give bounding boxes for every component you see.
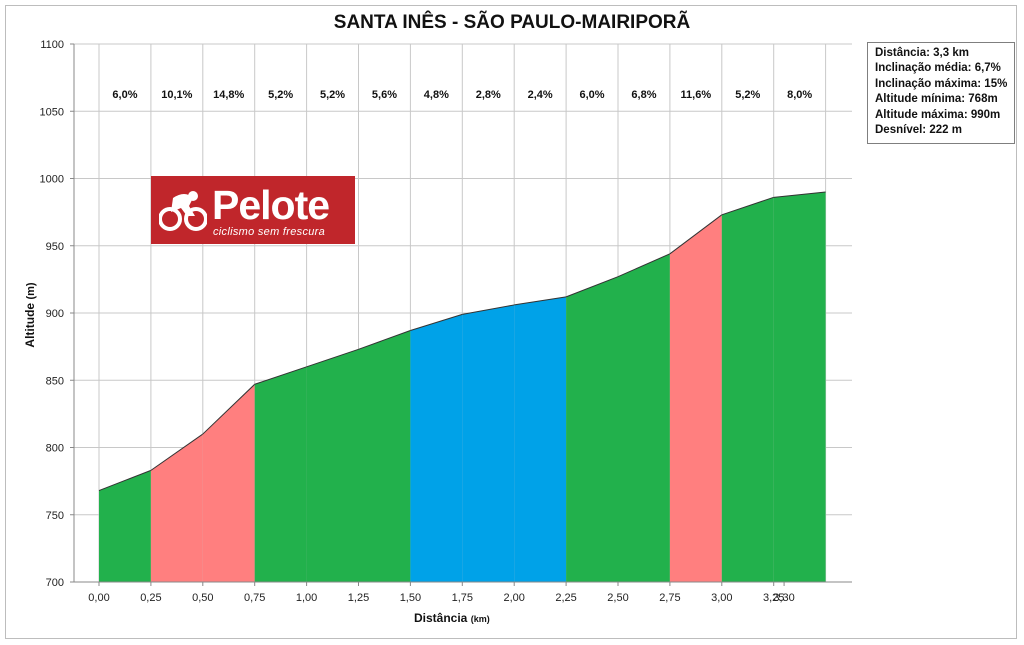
x-tick-label: 0,75: [244, 592, 265, 604]
grade-label: 4,8%: [424, 89, 449, 101]
y-tick-label: 1100: [40, 39, 64, 51]
profile-segment: [462, 304, 515, 582]
summary-avg-grade: Inclinação média: 6,7%: [875, 62, 1001, 75]
y-axis-label: Altitude (m): [23, 282, 37, 348]
profile-segment: [410, 314, 463, 582]
pelote-logo: Pelote ciclismo sem frescura: [151, 176, 355, 244]
grade-label: 6,8%: [631, 89, 656, 101]
x-tick-labels: 0,00 0,25 0,50 0,75 1,00 1,25 1,50 1,75 2,00 2,25…: [88, 592, 795, 604]
x-tick-label: 2,75: [659, 592, 680, 604]
x-tick-label: 1,00: [296, 592, 317, 604]
x-tick-label: 1,50: [400, 592, 421, 604]
x-tick-label: 1,75: [452, 592, 473, 604]
x-tick-label: 2,25: [555, 592, 576, 604]
grade-label: 2,4%: [528, 89, 553, 101]
axes: [70, 43, 852, 586]
grade-label: 5,2%: [735, 89, 760, 101]
profile-areas: [98, 191, 826, 582]
profile-edge: [254, 366, 307, 385]
grade-label: 5,2%: [268, 89, 293, 101]
profile-segment: [202, 384, 255, 582]
route-summary-box: Distância: 3,3 km Inclinação média: 6,7%…: [867, 42, 1015, 144]
x-tick-label: 3,25: [763, 592, 784, 604]
grade-label: 11,6%: [681, 89, 712, 101]
summary-max-altitude: Altitude máxima: 990m: [875, 108, 1001, 121]
grade-label: 8,0%: [787, 89, 812, 101]
grade-label: 6,0%: [112, 89, 137, 101]
chart-frame: [5, 5, 1017, 639]
x-tick-label: 3,00: [711, 592, 732, 604]
profile-edge: [462, 304, 515, 315]
profile-edge: [202, 383, 256, 435]
profile-segment: [618, 253, 670, 582]
profile-edge: [721, 196, 774, 216]
y-tick-label: 800: [46, 443, 64, 455]
grade-label: 14,8%: [213, 89, 244, 101]
grade-label: 5,2%: [320, 89, 345, 101]
profile-segment: [150, 434, 203, 582]
x-tick-label: 0,00: [88, 592, 109, 604]
y-tick-label: 900: [46, 308, 64, 320]
logo-wordmark: Pelote: [212, 182, 330, 228]
summary-distance: Distância: 3,3 km: [875, 47, 969, 59]
y-tick-label: 750: [46, 510, 64, 522]
profile-segment: [306, 349, 359, 582]
profile-segment: [773, 191, 826, 582]
grade-label: 10,1%: [161, 89, 192, 101]
grade-label: 6,0%: [580, 89, 605, 101]
summary-min-altitude: Altitude mínima: 768m: [875, 93, 998, 106]
profile-edge: [306, 348, 359, 368]
chart-title: SANTA INÊS - SÃO PAULO-MAIRIPORÃ: [333, 12, 691, 33]
summary-max-grade: Inclinação máxima: 15%: [875, 77, 1008, 90]
x-tick-label: 2,00: [503, 592, 524, 604]
profile-edge: [358, 330, 411, 350]
profile-edge: [565, 276, 619, 298]
x-tick-label: 1,25: [348, 592, 369, 604]
profile-edge: [150, 433, 204, 471]
profile-edge: [514, 296, 567, 306]
cyclist-icon: [159, 191, 207, 231]
profile-edge: [773, 191, 826, 198]
profile-edge: [98, 469, 152, 492]
y-tick-labels: 700 750 800 850 900 950 1000 1050 1100: [40, 39, 64, 589]
profile-segment: [669, 214, 722, 582]
y-tick-label: 700: [46, 577, 64, 589]
grade-labels: 6,0% 10,1% 14,8% 5,2% 5,2% 5,6% 4,8% 2,8% 2,4% 6,…: [112, 89, 812, 101]
summary-elevation-gain: Desnível: 222 m: [875, 124, 962, 137]
x-tick-label: 3,30: [773, 592, 794, 604]
x-tick-label: 2,50: [607, 592, 628, 604]
profile-segment: [99, 470, 151, 582]
profile-segment: [566, 276, 618, 582]
x-axis-label: Distância (km): [414, 611, 490, 625]
y-tick-label: 1000: [40, 174, 64, 186]
profile-segment: [514, 296, 567, 582]
profile-segment: [358, 330, 411, 582]
logo-tagline: ciclismo sem frescura: [213, 226, 326, 238]
x-tick-label: 0,25: [140, 592, 161, 604]
profile-edge: [617, 253, 671, 278]
y-tick-label: 850: [46, 375, 64, 387]
x-tick-label: 0,50: [192, 592, 213, 604]
profile-segment: [254, 366, 307, 582]
y-tick-label: 950: [46, 241, 64, 253]
grade-label: 5,6%: [372, 89, 397, 101]
profile-edge: [669, 214, 723, 255]
profile-segment: [721, 197, 774, 582]
profile-edge: [410, 313, 463, 331]
grade-label: 2,8%: [476, 89, 501, 101]
y-tick-label: 1050: [40, 106, 64, 118]
